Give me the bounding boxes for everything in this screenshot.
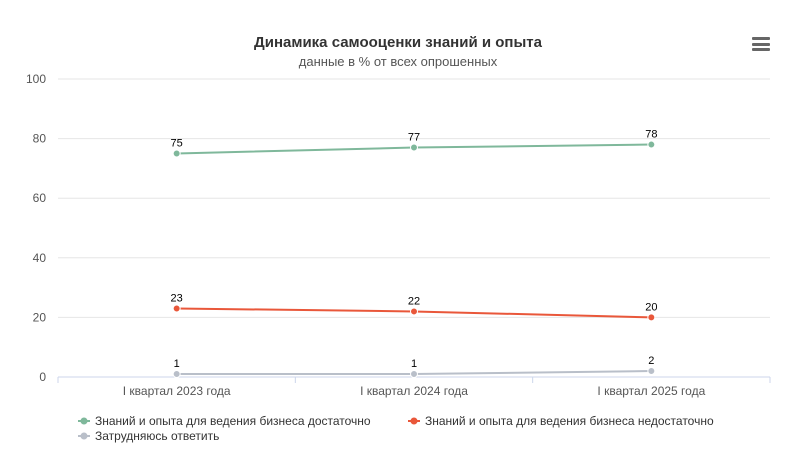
data-point[interactable] bbox=[172, 370, 181, 379]
legend-label: Затрудняюсь ответить bbox=[95, 429, 219, 443]
x-tick-label: I квартал 2025 года bbox=[597, 384, 705, 398]
x-axis: I квартал 2023 года I квартал 2024 года I … bbox=[57, 376, 771, 398]
series-3: 1 1 2 bbox=[172, 355, 656, 379]
legend-dot-marker bbox=[80, 417, 88, 425]
legend: Знаний и опыта для ведения бизнеса доста… bbox=[78, 414, 714, 443]
hamburger-menu-icon[interactable] bbox=[752, 37, 770, 51]
data-label: 20 bbox=[645, 301, 657, 313]
data-label: 78 bbox=[645, 129, 657, 141]
data-point[interactable] bbox=[410, 307, 418, 316]
data-label: 22 bbox=[408, 295, 420, 307]
legend-item[interactable]: Знаний и опыта для ведения бизнеса недос… bbox=[408, 414, 714, 428]
data-label: 77 bbox=[408, 132, 420, 144]
data-label: 1 bbox=[174, 358, 180, 370]
legend-dot-marker bbox=[410, 417, 418, 425]
grid bbox=[58, 78, 770, 318]
y-tick-label: 100 bbox=[26, 72, 46, 86]
legend-item[interactable]: Затрудняюсь ответить bbox=[78, 429, 219, 443]
legend-item[interactable]: Знаний и опыта для ведения бизнеса доста… bbox=[78, 414, 371, 428]
data-point[interactable] bbox=[410, 143, 418, 152]
data-point[interactable] bbox=[172, 149, 181, 158]
data-point[interactable] bbox=[647, 367, 656, 376]
data-point[interactable] bbox=[172, 304, 181, 313]
data-label: 23 bbox=[171, 292, 183, 304]
data-point[interactable] bbox=[647, 140, 656, 149]
legend-dot-marker bbox=[80, 432, 88, 440]
chart-subtitle: данные в % от всех опрошенных bbox=[299, 54, 498, 69]
y-tick-label: 20 bbox=[33, 310, 47, 324]
legend-label: Знаний и опыта для ведения бизнеса недос… bbox=[425, 414, 714, 428]
x-tick-label: I квартал 2024 года bbox=[360, 384, 468, 398]
data-point[interactable] bbox=[647, 313, 656, 322]
x-tick-label: I квартал 2023 года bbox=[123, 384, 231, 398]
data-point[interactable] bbox=[410, 370, 418, 379]
y-tick-label: 40 bbox=[33, 251, 47, 265]
y-axis: 0 20 40 60 80 100 bbox=[26, 72, 46, 384]
series-2: 23 22 20 bbox=[171, 292, 657, 322]
data-label: 1 bbox=[411, 358, 417, 370]
y-tick-label: 0 bbox=[39, 370, 46, 384]
data-label: 75 bbox=[171, 138, 183, 150]
data-label: 2 bbox=[648, 355, 654, 367]
legend-label: Знаний и опыта для ведения бизнеса доста… bbox=[95, 414, 371, 428]
y-tick-label: 80 bbox=[33, 132, 47, 146]
series-1: 75 77 78 bbox=[171, 129, 657, 158]
y-tick-label: 60 bbox=[33, 191, 47, 205]
chart-title: Динамика самооценки знаний и опыта bbox=[254, 34, 543, 51]
